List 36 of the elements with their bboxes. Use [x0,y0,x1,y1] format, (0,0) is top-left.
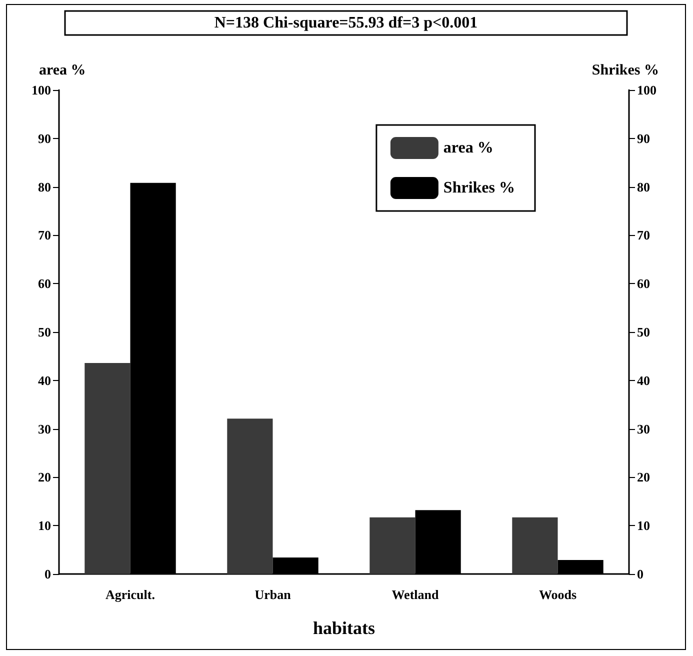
y-tick-label: 20 [38,470,51,485]
x-axis-title: habitats [312,618,376,638]
y2-tick-label: 10 [637,518,650,534]
bar [84,362,130,574]
y-tick-label: 70 [38,228,51,243]
y-tick-label: 10 [38,518,51,534]
y2-tick-label: 40 [637,372,650,388]
x-tick-label: Urban [254,587,292,602]
y-axis-title: area % [39,62,86,78]
y-tick-label: 50 [38,324,51,340]
bar [370,517,416,574]
x-tick-label: Wetland [392,587,440,602]
chart-title: N=138 Chi-square=55.93 df=3 p<0.001 [214,14,478,32]
y2-tick-label: 100 [637,82,656,98]
y-tick-label: 80 [38,179,51,194]
y2-tick-label: 60 [637,276,650,292]
y2-tick-label: 50 [637,324,650,340]
y-tick-label: 40 [38,372,51,388]
y-tick-label: 30 [38,421,51,436]
x-tick-label: Woods [538,587,577,602]
y-tick-label: 0 [44,566,51,582]
y2-tick-label: 20 [637,470,650,485]
y2-tick-label: 90 [637,130,650,146]
bar [512,517,558,574]
y2-tick-label: 30 [637,421,650,436]
y2-tick-label: 70 [637,228,650,243]
legend-label: area % [443,140,494,156]
y-tick-label: 100 [32,82,51,98]
y2-tick-label: 0 [637,566,644,582]
x-tick-label: Agricult. [106,587,155,602]
bar [227,418,273,574]
y-tick-label: 90 [38,130,51,146]
y-tick-label: 60 [38,276,51,292]
legend-label: Shrikes % [443,180,516,196]
y2-tick-label: 80 [637,179,650,194]
y2-axis-title: Shrikes % [592,62,659,78]
